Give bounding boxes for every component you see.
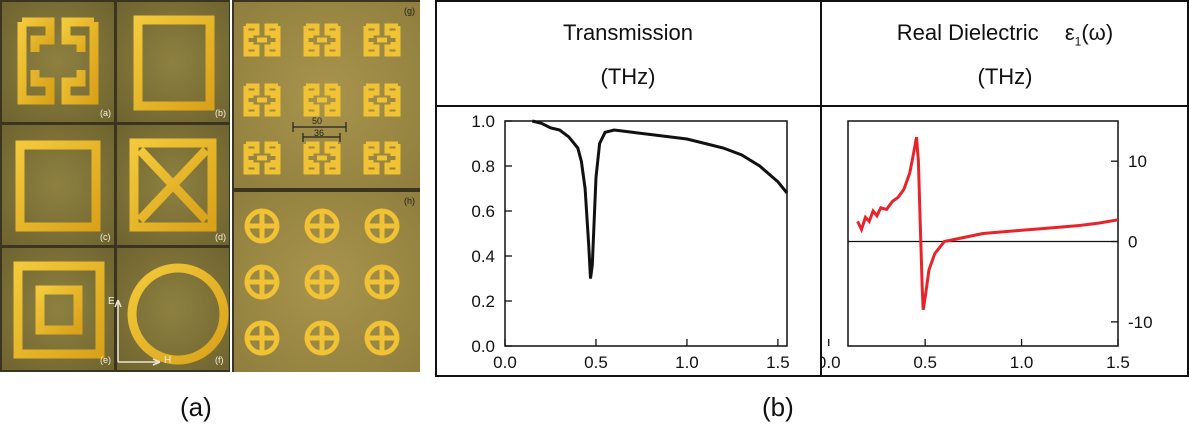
- col1-title-text: Transmission: [563, 20, 693, 45]
- col1-unit: (THz): [435, 64, 821, 90]
- resonator-h-unit: [304, 264, 340, 300]
- chart2-xtick-label: 0.0: [821, 353, 841, 372]
- resonator-h-unit: [244, 320, 280, 356]
- resonator-g-unit: [243, 141, 281, 175]
- chart1-ytick-label: 0.0: [471, 337, 495, 356]
- tile-label-f: (f): [215, 355, 224, 365]
- dimension-outer: 50: [312, 116, 323, 126]
- resonator-g-unit: [363, 23, 401, 57]
- resonator-f: [127, 263, 229, 365]
- col1-title: Transmission: [435, 20, 821, 46]
- dielectric-chart: 10 0 -10 0.0 0.5 1.0 1.5: [821, 120, 1153, 372]
- transmission-chart: 0.0 0.2 0.4 0.6 0.8 1.0 0.0 0.5 1.0 1.5: [471, 112, 790, 372]
- resonator-g-unit: [363, 83, 401, 117]
- chart1-ytick-label: 0.6: [471, 202, 495, 221]
- data-table: Transmission (THz) Real Dielectric ε1(ω)…: [435, 0, 1189, 378]
- resonator-h-unit: [364, 208, 400, 244]
- chart2-ytick-label: -10: [1128, 313, 1153, 332]
- axis-h-label: H: [164, 355, 172, 366]
- resonator-h-unit: [304, 208, 340, 244]
- resonator-array-g: [243, 23, 401, 175]
- chart2-plot-frame: [847, 120, 1119, 347]
- tile-label-a: (a): [100, 108, 111, 118]
- resonator-h-unit: [304, 320, 340, 356]
- micrograph-svg: [0, 0, 420, 372]
- resonator-a: [17, 17, 99, 105]
- caption-a: (a): [180, 392, 212, 422]
- axis-e-label: E: [108, 296, 115, 307]
- dimension-inner: 36: [314, 128, 325, 138]
- resonator-g-unit: [303, 141, 341, 175]
- col2-subscript: 1: [1074, 34, 1082, 49]
- tile-label-h: (h): [404, 196, 415, 206]
- resonator-g-unit: [363, 141, 401, 175]
- dimension-markers: [292, 122, 347, 142]
- resonator-d: [129, 138, 217, 232]
- resonator-g-unit: [303, 83, 341, 117]
- tile-label-b: (b): [215, 108, 226, 118]
- transmission-curve: [531, 119, 789, 279]
- chart1-ytick-label: 0.8: [471, 157, 495, 176]
- resonator-h-unit: [364, 264, 400, 300]
- resonator-g-unit: [243, 83, 281, 117]
- tile-label-e: (e): [100, 355, 111, 365]
- chart2-xtick-label: 1.0: [1010, 353, 1034, 372]
- chart2-ytick-label: 10: [1128, 152, 1147, 171]
- resonator-h-unit: [244, 208, 280, 244]
- col2-symbol: ε: [1064, 20, 1075, 45]
- chart2-xtick-label: 1.5: [1106, 353, 1130, 372]
- chart1-plot-frame: [504, 120, 788, 347]
- caption-b: (b): [762, 392, 794, 422]
- resonator-g-unit: [303, 23, 341, 57]
- chart1-xtick-label: 1.5: [766, 353, 790, 372]
- col2-title: Real Dielectric ε1(ω): [821, 20, 1189, 48]
- resonator-h-unit: [364, 320, 400, 356]
- chart1-xtick-label: 0.0: [493, 353, 517, 372]
- col2-unit: (THz): [821, 64, 1189, 90]
- tile-label-g: (g): [404, 6, 415, 16]
- tile-label-d: (d): [215, 232, 226, 242]
- resonator-array-h: [244, 208, 400, 356]
- chart1-ytick-label: 0.2: [471, 292, 495, 311]
- chart1-ytick-label: 1.0: [471, 112, 495, 131]
- col2-arg: (ω): [1081, 20, 1114, 45]
- col1-unit-text: (THz): [600, 64, 656, 89]
- resonator-e: [13, 261, 105, 359]
- field-arrows: [114, 299, 161, 366]
- col2-unit-text: (THz): [977, 64, 1033, 89]
- resonator-b: [133, 15, 215, 111]
- chart1-xtick-label: 0.5: [584, 353, 608, 372]
- dielectric-curve: [856, 136, 1119, 311]
- tile-label-c: (c): [100, 232, 111, 242]
- chart1-ytick-label: 0.4: [471, 247, 495, 266]
- resonator-c: [15, 140, 101, 232]
- resonator-h-unit: [244, 264, 280, 300]
- chart2-xtick-label: 0.5: [913, 353, 937, 372]
- table-frame: [435, 0, 1189, 377]
- micrograph-panel: (a) (b) (c) (d) (e) (f) (g) (h) E H 50 3…: [0, 0, 420, 372]
- col2-title-text: Real Dielectric: [896, 20, 1039, 45]
- resonator-g-unit: [243, 23, 281, 57]
- chart1-xtick-label: 1.0: [675, 353, 699, 372]
- chart2-ytick-label: 0: [1128, 233, 1137, 252]
